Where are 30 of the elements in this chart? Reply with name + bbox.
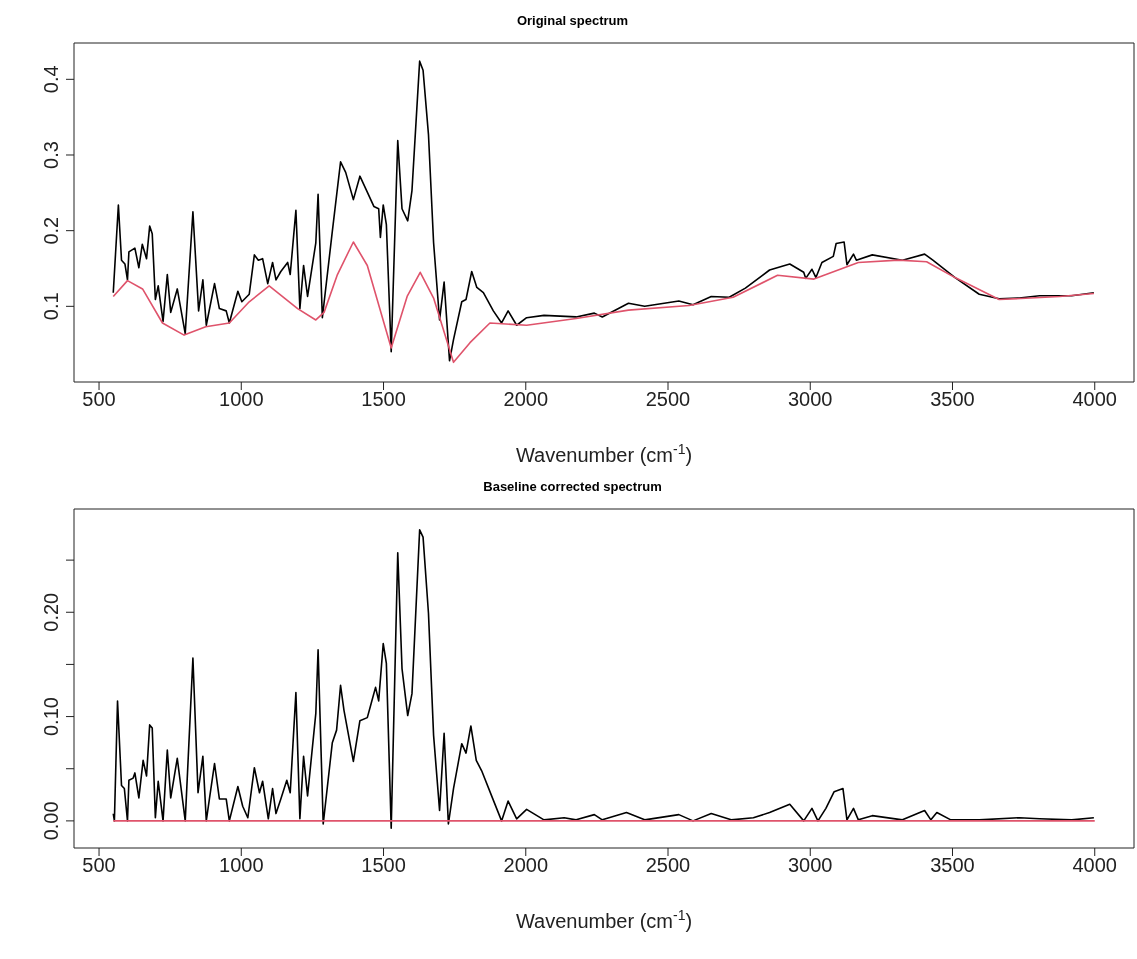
chart-title: Original spectrum — [515, 12, 630, 30]
x-tick-label: 2500 — [645, 388, 691, 411]
y-tick-label: 0.20 — [40, 592, 62, 632]
x-tick-label: 1000 — [219, 854, 264, 877]
x-tick-label: 2000 — [503, 854, 549, 877]
x-tick-label: 1000 — [219, 388, 264, 411]
line-series — [112, 241, 1095, 364]
x-tick-label: 4000 — [1072, 854, 1117, 877]
x-tick-label: 2000 — [503, 388, 549, 411]
x-tick-label: 3000 — [788, 388, 833, 411]
y-tick-label: 0.3 — [40, 141, 62, 169]
x-tick-label: 500 — [82, 854, 116, 877]
x-tick-label: 1500 — [361, 854, 406, 877]
line-series — [112, 60, 1095, 362]
x-tick-label: 1500 — [361, 388, 406, 411]
y-tick-label: 0.4 — [40, 65, 62, 94]
y-tick-label: 0.1 — [40, 292, 62, 321]
x-tick-label: 3500 — [930, 388, 975, 411]
x-tick-label: 2500 — [645, 854, 691, 877]
y-tick-label: 0.10 — [40, 697, 62, 737]
x-tick-label: 3000 — [788, 854, 833, 877]
x-tick-label: 3500 — [930, 854, 975, 877]
y-tick-label: 0.00 — [40, 801, 62, 841]
y-tick-label: 0.2 — [40, 216, 62, 245]
chart-title: Baseline corrected spectrum — [482, 478, 663, 496]
x-tick-label: 500 — [82, 388, 116, 411]
x-axis-title: Wavenumber (cm$^{-1}$) — [515, 907, 693, 932]
line-series — [112, 529, 1095, 829]
x-tick-label: 4000 — [1072, 388, 1117, 411]
x-axis-title: Wavenumber (cm$^{-1}$) — [515, 441, 693, 466]
